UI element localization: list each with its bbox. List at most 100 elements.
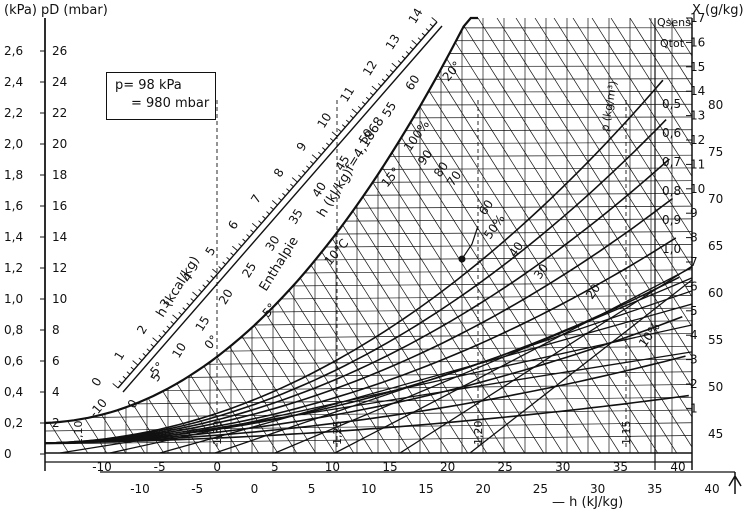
scale-tick (389, 69, 394, 73)
right-x-tick: 4 (690, 328, 698, 342)
scale-label-kcal: h (kcal/kg) (154, 254, 203, 320)
rh-label: 40 (506, 239, 526, 260)
scale-tick (351, 108, 358, 114)
bottom-axis-label: — h (kJ/kg) (552, 495, 623, 510)
state-line (461, 225, 479, 260)
isotherm-line (45, 435, 692, 445)
scale-tick (345, 119, 350, 123)
scale-tick (122, 375, 127, 380)
kcal-scale-tick: 2 (134, 323, 150, 337)
rh-label: 90 (415, 147, 435, 168)
scale-tick (170, 321, 175, 325)
scale-tick (371, 85, 378, 91)
scale-tick (178, 311, 183, 316)
scale-tick (425, 28, 430, 32)
right-x-tick: 17 (690, 11, 705, 25)
left-kpa-tick: 0,8 (4, 323, 23, 337)
scale-tick (238, 243, 242, 247)
axis-arrow (728, 472, 742, 494)
h-tick-bottom: 35 (647, 482, 662, 496)
isotherm-line (45, 193, 692, 198)
scale-tick (266, 211, 270, 215)
kj-scale-tick: 20 (216, 287, 236, 307)
rh-label: 20 (583, 281, 603, 302)
scale-tick (206, 279, 211, 284)
q-ratio-tick: 0,7 (662, 155, 681, 169)
scale-tick (132, 360, 139, 366)
right-h-tick: 60 (708, 286, 723, 300)
scale-tick (411, 39, 418, 46)
scale-tick (357, 105, 362, 110)
left-kpa-tick: 0,6 (4, 354, 23, 368)
h-tick-bottom: 30 (590, 482, 605, 496)
enthalpy-line (534, 18, 692, 453)
scale-tick (329, 138, 334, 142)
isotherm-line (45, 256, 692, 263)
h-tick-bottom: 25 (533, 482, 548, 496)
scale-tick (146, 348, 151, 352)
h-tick-top: -10 (92, 460, 112, 474)
scale-tick (142, 353, 147, 357)
enthalpy-line (45, 18, 171, 453)
scale-tick (172, 314, 179, 320)
scale-tick (218, 266, 222, 270)
kcal-scale-tick: 0 (89, 375, 105, 389)
scale-tick (166, 325, 171, 329)
right-x-tick: 15 (690, 60, 705, 74)
h-tick-bottom: -10 (130, 482, 150, 496)
right-x-tick: 2 (690, 377, 698, 391)
kcal-scale-tick: 6 (225, 218, 241, 232)
density-tick-label: 1,20 (472, 421, 485, 446)
kcal-scale-tick: 13 (383, 32, 403, 52)
right-x-tick: 12 (690, 133, 705, 147)
kj-scale-tick: 60 (403, 72, 423, 92)
h-tick-top: 0 (213, 460, 221, 474)
h-tick-top: 25 (498, 460, 513, 474)
scale-tick (298, 174, 302, 178)
left-mbar-tick: 10 (52, 292, 67, 306)
scale-tick (337, 128, 342, 133)
isotherm-line (45, 244, 692, 250)
isotherm-line (45, 307, 692, 315)
left-axis-title: (kPa) pD (mbar) (4, 3, 108, 18)
left-mbar-tick: 4 (52, 385, 60, 399)
scale-tick (130, 366, 135, 371)
rh-curve-1 (45, 79, 664, 444)
scale-tick (385, 73, 390, 78)
rh-curve-9 (45, 394, 689, 444)
q-ratio-tick: 0,8 (662, 184, 681, 198)
isotherm-line (45, 422, 692, 432)
scale-tick (246, 234, 250, 238)
right-x-tick: 8 (690, 231, 698, 245)
scale-tick (158, 334, 163, 339)
q-ratio-tick: 0,6 (662, 126, 681, 140)
left-mbar-tick: 8 (52, 323, 60, 337)
right-x-tick: 9 (690, 206, 698, 220)
h-tick-top: 20 (440, 460, 455, 474)
right-x-tick: 14 (690, 84, 705, 98)
pressure-kpa: p= 98 kPa (115, 78, 182, 93)
density-tick-label: 1,30 (211, 421, 224, 446)
kj-scale-tick: 55 (379, 99, 399, 119)
rh-label: 30 (531, 261, 551, 282)
enthalpy-line (515, 18, 692, 453)
scale-tick (262, 215, 266, 220)
scale-tick (401, 55, 406, 59)
q-ratio-tick: 1,0 (662, 242, 681, 256)
scale-tick (270, 206, 274, 210)
scale-tick (349, 115, 354, 119)
left-kpa-tick: 0,2 (4, 416, 23, 430)
h-tick-bottom: -5 (191, 482, 203, 496)
enthalpy-line (420, 18, 692, 453)
kj-scale-tick: 0 (125, 397, 141, 411)
density-tick-label: 1,10 (72, 421, 85, 446)
right-h-tick: 55 (708, 333, 723, 347)
left-kpa-tick: 1,0 (4, 292, 23, 306)
isotherm-bold-5 (334, 266, 692, 453)
density-tick-label: 1,25 (331, 421, 344, 446)
kj-scale-tick: 50 (356, 126, 376, 146)
left-kpa-tick: 2,0 (4, 137, 23, 151)
left-mbar-tick: 16 (52, 199, 67, 213)
scale-tick (322, 147, 326, 151)
